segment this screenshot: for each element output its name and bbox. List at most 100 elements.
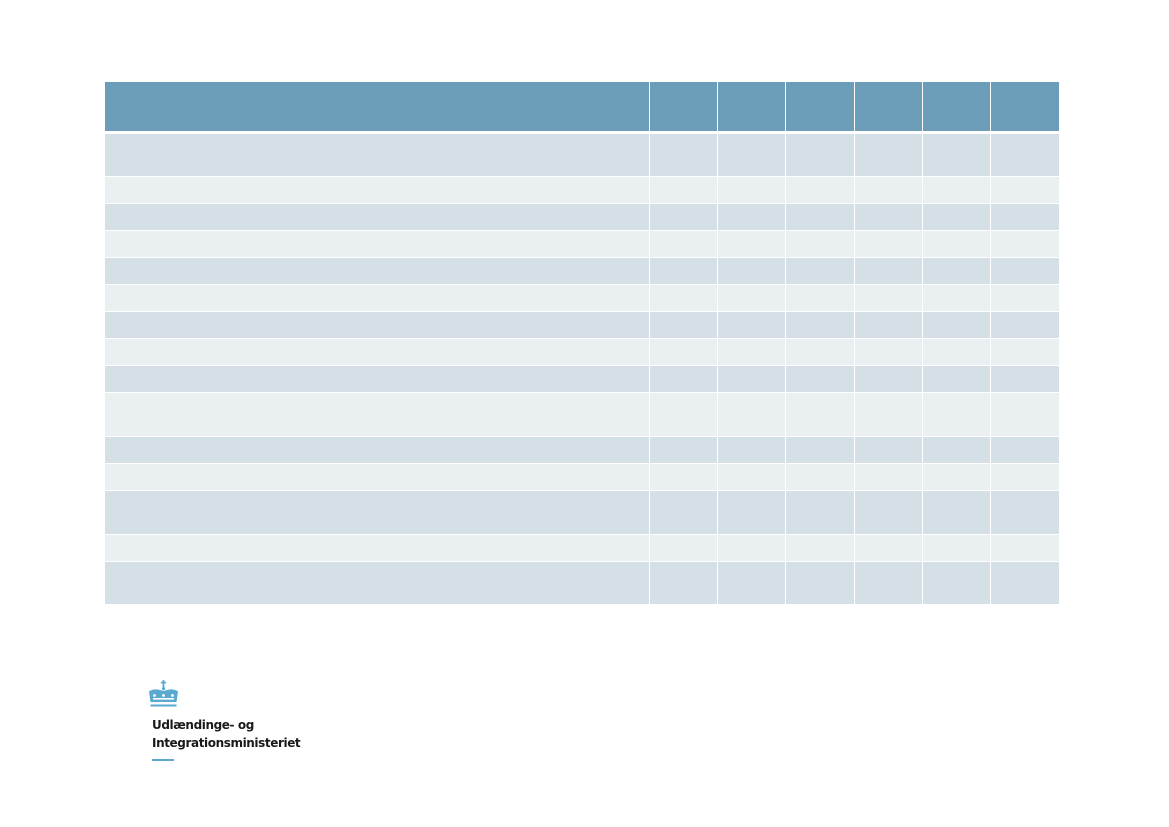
crown-icon [149,680,178,707]
table-cell [785,561,855,604]
table-cell [717,561,787,604]
data-table-container [105,82,1059,604]
table-cell [717,365,787,393]
table-cell [854,561,923,604]
table-cell [649,561,718,604]
table-cell [785,203,855,231]
table-cell [105,534,650,562]
table-cell [785,392,855,437]
table-cell [649,284,718,312]
table-cell [854,365,923,393]
table-cell [922,132,992,177]
table-cell [990,392,1059,437]
table-row [105,490,1059,535]
table-cell [854,132,923,177]
table-row [105,338,1059,366]
table-cell [717,203,787,231]
table-cell [105,365,650,393]
table-cell [717,230,787,258]
ministry-logo: Udlændinge- og Integrationsministeriet [147,679,301,761]
table-row [105,230,1059,258]
table-cell [922,203,992,231]
table-cell [649,311,718,339]
table-cell [785,284,855,312]
header-cell [717,82,787,134]
table-cell [105,203,650,231]
table-row [105,311,1059,339]
table-cell [649,176,718,204]
table-cell [105,311,650,339]
header-cell [854,82,923,134]
table-cell [105,176,650,204]
table-cell [649,257,718,285]
table-cell [854,176,923,204]
table-cell [717,311,787,339]
table-cell [785,257,855,285]
header-cell [990,82,1059,134]
table-cell [922,365,992,393]
table-cell [105,490,650,535]
table-row [105,203,1059,231]
table-row [105,463,1059,491]
table-cell [785,230,855,258]
header-cell [105,82,650,134]
table-cell [649,436,718,464]
table-cell [922,176,992,204]
table-cell [785,534,855,562]
table-cell [105,338,650,366]
table-cell [922,534,992,562]
table-cell [990,534,1059,562]
table-cell [785,132,855,177]
table-row [105,284,1059,312]
table-cell [854,463,923,491]
table-cell [990,311,1059,339]
table-cell [922,338,992,366]
table-cell [785,311,855,339]
table-body [105,132,1059,604]
table-cell [717,284,787,312]
logo-accent-rule [152,759,174,761]
table-cell [922,392,992,437]
table-cell [990,257,1059,285]
table-cell [854,392,923,437]
table-cell [649,490,718,535]
table-cell [854,311,923,339]
table-cell [649,338,718,366]
table-cell [717,490,787,535]
table-cell [990,436,1059,464]
table-cell [990,365,1059,393]
table-cell [717,463,787,491]
table-cell [649,230,718,258]
table-cell [649,392,718,437]
table-row [105,176,1059,204]
table-cell [717,257,787,285]
table-row [105,436,1059,464]
table-cell [785,490,855,535]
table-row [105,561,1059,604]
table-cell [649,365,718,393]
table-cell [649,534,718,562]
table-cell [922,257,992,285]
ministry-name-line2: Integrationsministeriet [152,736,301,750]
table-cell [717,392,787,437]
table-cell [922,463,992,491]
table-cell [854,534,923,562]
header-cell [922,82,992,134]
table-cell [105,463,650,491]
table-cell [922,311,992,339]
table-cell [105,284,650,312]
table-cell [785,176,855,204]
table-cell [854,284,923,312]
table-cell [990,203,1059,231]
table-cell [785,463,855,491]
table-cell [990,338,1059,366]
table-cell [922,230,992,258]
table-cell [105,132,650,177]
table-cell [105,257,650,285]
header-cell [785,82,855,134]
table-cell [854,257,923,285]
table-cell [854,230,923,258]
table-cell [717,436,787,464]
table-cell [922,561,992,604]
table-cell [922,490,992,535]
